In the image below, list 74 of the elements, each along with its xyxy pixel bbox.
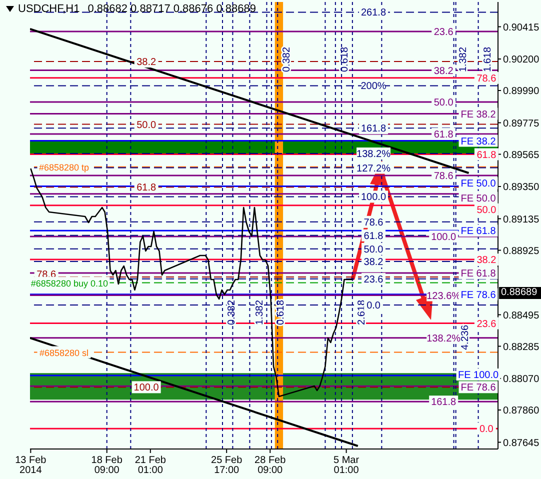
y-tick-label: 0.89565 [503, 150, 540, 161]
x-tick-label: 5 Mar 01:00 [334, 455, 360, 476]
annotation: FE 50.0 [460, 193, 496, 204]
annotation: 38.2 [364, 257, 384, 268]
annotation: 0.0 [366, 300, 381, 312]
annotation: 50.0 [434, 98, 454, 109]
annotation: 261.8 [361, 8, 386, 19]
annotation: #6858280 buy 0.10 [30, 278, 108, 288]
ref-line-label: 0.382 [282, 46, 293, 72]
annotation: 200% [360, 81, 386, 92]
chart-subtitle: 0.88682 0.88717 0.88676 0.88689 [88, 3, 256, 15]
annotation: 38.2 [476, 255, 497, 266]
annotation: 138.2% [356, 149, 391, 160]
y-tick-label: 0.87860 [503, 406, 540, 417]
annotation: FE 78.6 [460, 290, 496, 301]
ref-line-label: 1.382 [458, 46, 469, 72]
y-tick-label: 0.90415 [503, 22, 540, 34]
annotation: 23.6 [364, 274, 384, 286]
annotation: FE 38.2 [460, 109, 496, 120]
annotation: #6858280 sl [39, 348, 89, 358]
y-tick-label: 0.88495 [503, 310, 540, 322]
annotation: 100.0 [431, 232, 457, 243]
annotation: 78.6 [476, 73, 497, 84]
annotation: 50.0 [364, 244, 384, 256]
annotation: 38.2 [136, 57, 156, 68]
annotation: 78.6 [364, 217, 384, 228]
x-tick-label: 25 Feb 17:00 [211, 455, 243, 476]
text: 0.88689 [499, 287, 541, 299]
annotation: FE 61.8 [460, 268, 496, 280]
annotation: FE 100.0 [458, 370, 499, 381]
y-tick-label: 0.89990 [503, 86, 540, 98]
annotation: 50.0 [476, 204, 497, 216]
annotation: 38.2 [434, 66, 454, 77]
annotation: 123.6% [426, 290, 461, 302]
y-tick-label: 0.88925 [503, 246, 540, 257]
annotation: 78.6 [434, 171, 454, 182]
ref-line-label: 4.236 [460, 324, 471, 350]
annotation: 50.0 [136, 120, 156, 131]
x-tick-label: 13 Feb 2014 [15, 455, 47, 476]
y-tick-label: 0.89775 [503, 118, 540, 130]
annotation: 0.0 [479, 424, 494, 436]
chart-title: USDCHF,H1 [18, 3, 80, 15]
annotation: 100.0 [361, 192, 386, 204]
annotation: 161.8 [431, 397, 457, 408]
ref-line-label: 1.618 [482, 46, 494, 72]
ref-line-label: 2.618 [356, 300, 368, 325]
y-tick-label: 0.88070 [503, 374, 540, 386]
annotation: FE 78.6 [460, 382, 496, 394]
annotation: FE 38.2 [460, 136, 496, 148]
ref-line-label: 0.618 [339, 46, 350, 72]
annotation: 61.8 [476, 150, 497, 161]
annotation: 23.6 [476, 318, 497, 330]
annotation: 127.2% [356, 163, 391, 174]
annotation: #6858280 tp [38, 162, 90, 172]
annotation: 138.2% [426, 333, 461, 344]
annotation: 100.0 [134, 382, 160, 394]
y-tick-label: 0.89135 [503, 214, 540, 226]
y-tick-label: 0.89350 [503, 182, 540, 194]
annotation: FE 61.8 [460, 226, 496, 238]
annotation: 161.8 [361, 124, 386, 135]
annotation: 23.6 [434, 27, 454, 38]
ref-line-label: 1.382 [254, 300, 266, 325]
ref-line-label: 0.382 [226, 300, 238, 325]
x-tick-label: 18 Feb 09:00 [91, 455, 123, 476]
y-tick-label: 0.87645 [503, 438, 540, 449]
annotation: 61.8 [434, 130, 454, 140]
ref-line-label: 0.618 [275, 300, 286, 325]
y-tick-label: 0.88285 [503, 342, 540, 353]
annotation: 61.8 [364, 230, 384, 242]
x-tick-label: 21 Feb 01:00 [134, 455, 166, 476]
y-tick-label: 0.90200 [503, 54, 540, 66]
annotation: 61.8 [136, 182, 156, 194]
annotation: FE 50.0 [460, 178, 496, 190]
x-tick-label: 28 Feb 09:00 [254, 455, 286, 476]
